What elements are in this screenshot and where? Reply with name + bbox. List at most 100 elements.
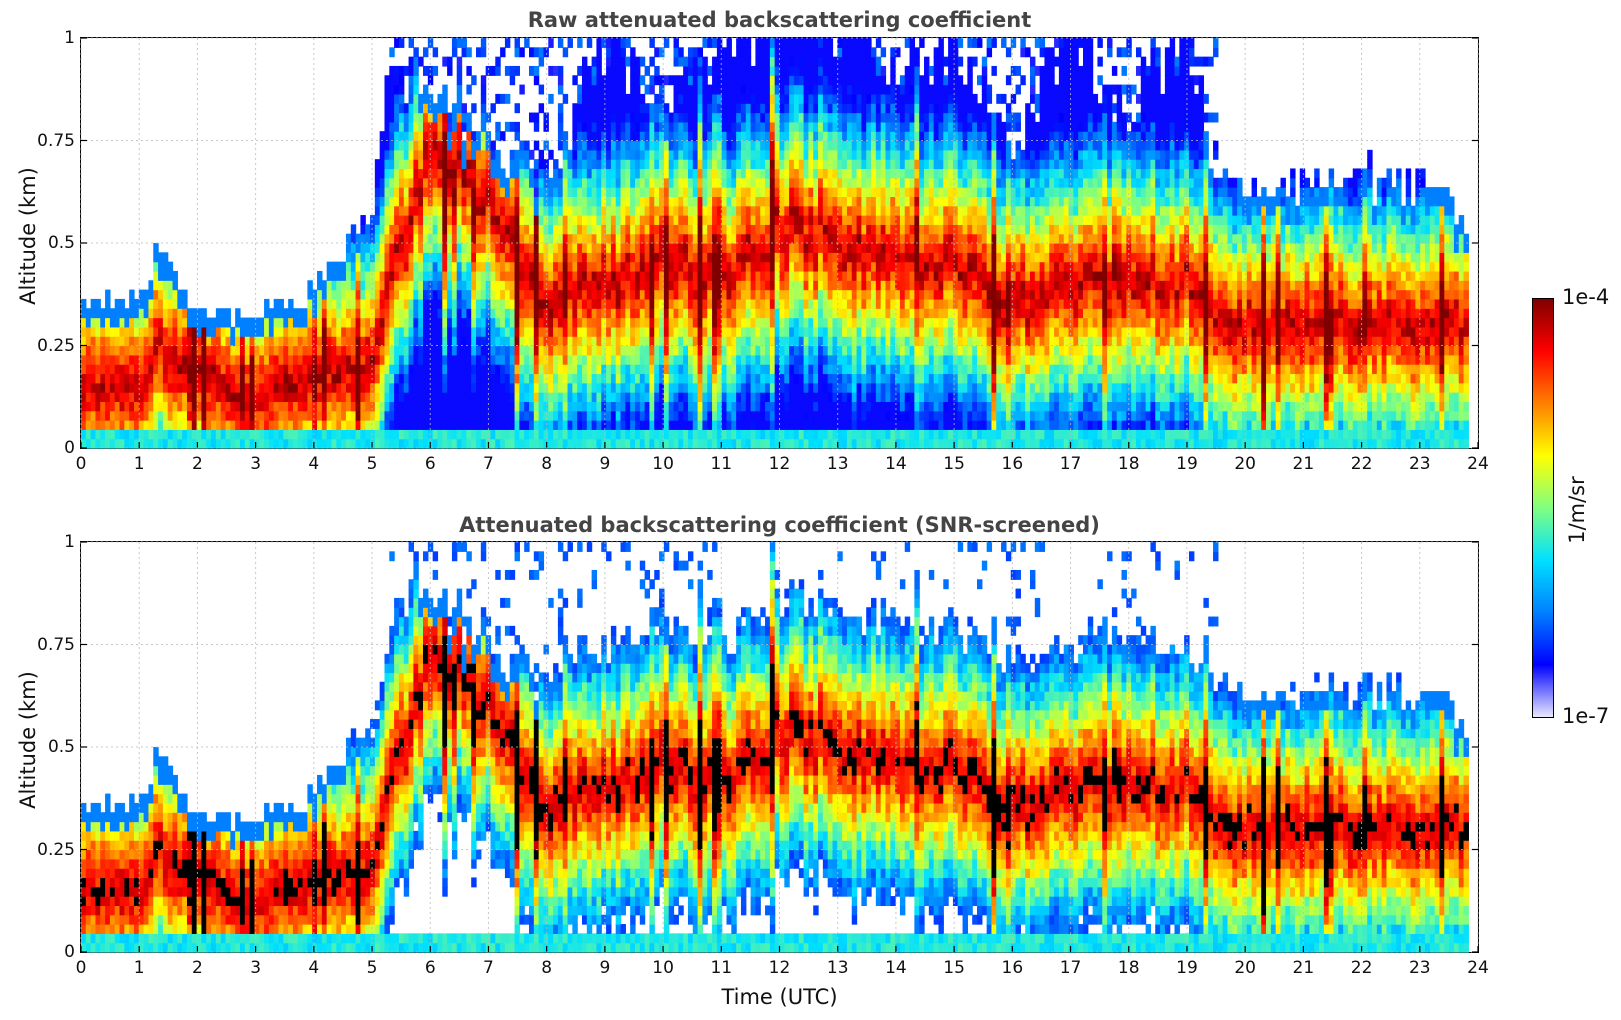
top-cell	[745, 177, 752, 188]
top-cell	[456, 243, 463, 253]
top-cell	[581, 326, 588, 337]
top-cell	[615, 354, 622, 365]
top-cell	[548, 243, 554, 253]
top-cell	[610, 159, 617, 170]
top-cell	[326, 280, 333, 291]
top-cell	[572, 252, 578, 263]
top-cell	[524, 401, 530, 412]
top-cell	[610, 38, 617, 48]
top-cell	[476, 289, 482, 300]
top-cell	[297, 373, 304, 384]
top-cell	[432, 103, 439, 114]
top-cell	[350, 392, 357, 403]
top-cell	[239, 326, 246, 337]
top-cell	[610, 401, 617, 412]
top-cell	[793, 93, 800, 104]
top-cell	[726, 410, 732, 421]
top-cell	[268, 317, 275, 328]
top-cell	[822, 243, 829, 253]
top-cell	[384, 345, 390, 356]
top-cell	[644, 326, 651, 337]
top-cell	[312, 429, 318, 440]
top-cell	[591, 280, 598, 291]
top-cell	[702, 196, 708, 207]
top-cell	[254, 438, 260, 449]
top-cell	[634, 224, 641, 235]
top-cell	[533, 289, 540, 300]
top-cell	[162, 308, 169, 319]
top-cell	[225, 345, 231, 356]
top-cell	[615, 243, 622, 253]
top-cell	[668, 159, 675, 170]
top-cell	[832, 149, 838, 160]
top-cell	[630, 196, 636, 207]
top-cell	[572, 121, 578, 132]
top-cell	[721, 326, 728, 337]
top-cell	[620, 75, 626, 86]
top-cell	[239, 373, 246, 384]
top-cell	[606, 224, 612, 235]
top-cell	[418, 289, 424, 300]
top-cell	[172, 326, 178, 337]
top-cell	[538, 410, 545, 421]
top-cell	[634, 336, 641, 347]
top-cell	[625, 429, 631, 440]
top-cell	[567, 298, 573, 309]
top-cell	[124, 429, 130, 440]
top-cell	[606, 382, 612, 393]
top-cell	[808, 317, 814, 328]
top-cell	[644, 112, 651, 123]
top-cell	[750, 382, 757, 393]
top-cell	[736, 373, 742, 384]
top-cell	[451, 140, 458, 151]
top-cell	[620, 261, 626, 272]
top-cell	[769, 317, 776, 328]
top-cell	[755, 196, 761, 207]
top-cell	[577, 84, 583, 95]
top-cell	[432, 261, 439, 272]
top-cell	[615, 131, 622, 142]
top-cell	[239, 364, 246, 375]
top-cell	[389, 364, 395, 375]
top-cell	[765, 308, 771, 319]
top-cell	[842, 243, 848, 253]
top-cell	[577, 196, 583, 207]
top-cell	[769, 112, 776, 123]
top-cell	[379, 149, 386, 160]
top-cell	[832, 65, 838, 76]
top-cell	[201, 364, 207, 375]
top-cell	[384, 438, 390, 449]
top-cell	[432, 401, 439, 412]
top-cell	[707, 336, 713, 347]
top-cell	[837, 131, 843, 142]
top-cell	[398, 280, 405, 291]
top-cell	[379, 308, 386, 319]
top-cell	[726, 56, 732, 67]
top-cell	[538, 56, 545, 67]
top-cell	[644, 336, 651, 347]
top-cell	[297, 420, 304, 430]
top-cell	[789, 243, 795, 253]
top-cell	[668, 364, 675, 375]
top-cell	[659, 47, 665, 58]
top-cell	[789, 382, 795, 393]
top-cell	[509, 326, 516, 337]
top-cell	[712, 373, 718, 384]
top-cell	[495, 364, 501, 375]
top-cell	[191, 438, 198, 449]
top-cell	[519, 354, 525, 365]
top-cell	[423, 103, 429, 114]
top-cell	[601, 252, 607, 263]
top-cell	[500, 298, 506, 309]
top-cell	[784, 140, 790, 151]
top-cell	[519, 205, 525, 216]
top-cell	[615, 392, 622, 403]
top-cell	[673, 56, 679, 67]
top-cell	[562, 261, 569, 272]
top-cell	[288, 345, 294, 356]
top-cell	[451, 326, 458, 337]
top-cell	[687, 326, 694, 337]
top-cell	[480, 317, 487, 328]
top-cell	[740, 149, 747, 160]
top-cell	[596, 84, 602, 95]
